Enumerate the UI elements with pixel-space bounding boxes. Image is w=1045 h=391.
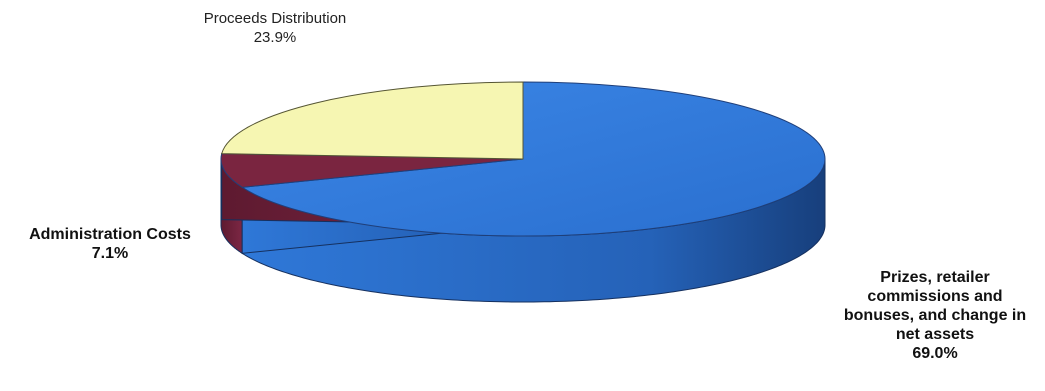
pie-slice-1 (220, 153, 524, 188)
slice-label-line: Administration Costs (29, 226, 191, 243)
pie-slice-2 (221, 81, 524, 160)
pie-tops (220, 81, 826, 237)
slice-label-proceeds-distribution: Proceeds Distribution 23.9% (150, 9, 400, 47)
slice-percent-label: 23.9% (253, 29, 297, 46)
slice-label-line: commissions and (867, 288, 1003, 305)
slice-label-line: Prizes, retailer (880, 269, 990, 286)
slice-label-line: Proceeds Distribution (203, 10, 347, 27)
slice-label-line: bonuses, and change in (843, 307, 1027, 324)
slice-label-administration-costs: Administration Costs 7.1% (0, 225, 220, 263)
slice-percent-label: 69.0% (912, 345, 958, 362)
slice-percent-label: 7.1% (91, 245, 129, 262)
pie-slice-0 (240, 81, 826, 237)
slice-label-prizes: Prizes, retailer commissions and bonuses… (830, 268, 1040, 363)
slice-label-line: net assets (895, 326, 975, 343)
